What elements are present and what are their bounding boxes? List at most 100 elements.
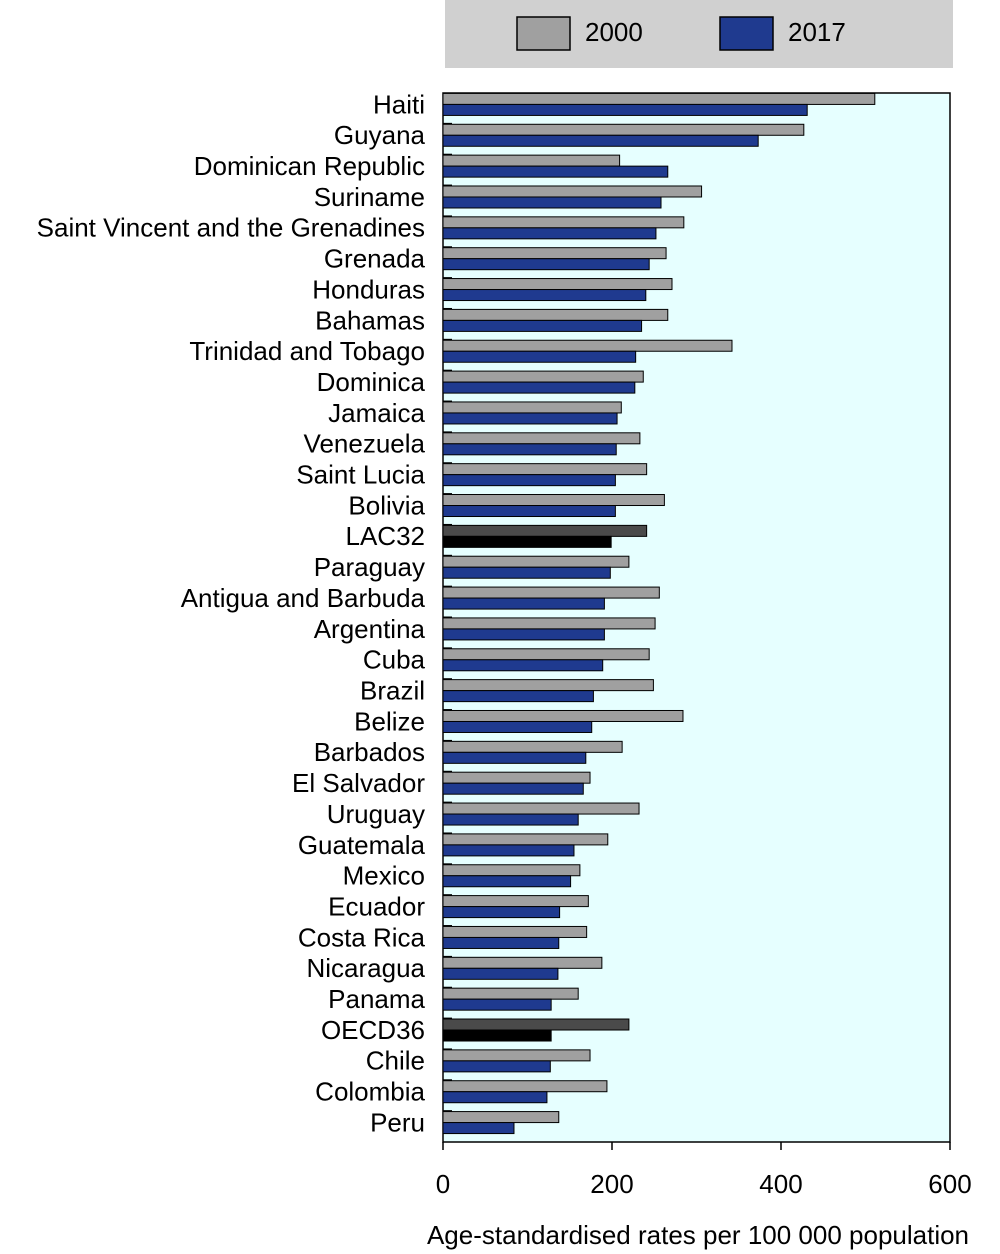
- bar: [442, 782, 584, 795]
- bar: [442, 659, 604, 672]
- legend-label: 2017: [788, 17, 846, 47]
- bar: [442, 123, 805, 136]
- bar: [442, 216, 685, 229]
- bar: [442, 401, 622, 414]
- y-tick-label: Chile: [366, 1046, 425, 1076]
- y-tick-label: Uruguay: [327, 799, 425, 829]
- bar: [442, 936, 560, 949]
- bar: [442, 833, 609, 846]
- bar: [442, 1029, 552, 1042]
- bar: [442, 1060, 551, 1073]
- legend-swatch: [516, 16, 571, 51]
- y-tick-label: Brazil: [360, 676, 425, 706]
- bar: [442, 906, 561, 919]
- y-tick-label: El Salvador: [292, 768, 425, 798]
- y-tick-label: LAC32: [346, 521, 426, 551]
- bar: [442, 751, 587, 764]
- y-tick-label: Guatemala: [298, 830, 426, 860]
- bar: [442, 154, 621, 167]
- bar: [442, 628, 605, 641]
- bar: [442, 443, 617, 456]
- bar: [442, 1049, 591, 1062]
- bar: [442, 474, 616, 487]
- bar: [442, 535, 612, 548]
- y-tick-label: Costa Rica: [298, 922, 426, 952]
- bar: [442, 432, 641, 445]
- bar: [442, 524, 648, 537]
- y-tick-label: Argentina: [314, 614, 426, 644]
- y-tick-label: Honduras: [312, 274, 425, 304]
- legend-swatch: [719, 16, 774, 51]
- y-tick-label: Dominica: [317, 367, 426, 397]
- bar: [442, 967, 559, 980]
- x-tick-label: 0: [436, 1169, 450, 1199]
- x-tick-label: 200: [590, 1169, 633, 1199]
- bar: [442, 350, 637, 363]
- y-tick-label: Suriname: [314, 182, 425, 212]
- x-tick-label: 400: [759, 1169, 802, 1199]
- bar: [442, 258, 650, 271]
- y-tick-label: Ecuador: [328, 891, 425, 921]
- bar: [442, 740, 623, 753]
- y-tick-label: Dominican Republic: [194, 151, 425, 181]
- bar: [442, 103, 808, 116]
- y-tick-label: Haiti: [373, 89, 425, 119]
- bar: [442, 956, 603, 969]
- bar: [442, 463, 648, 476]
- bar: [442, 196, 662, 209]
- x-axis-label: Age-standardised rates per 100 000 popul…: [427, 1220, 969, 1250]
- bar: [442, 586, 660, 599]
- y-tick-label: Colombia: [315, 1077, 425, 1107]
- bar: [442, 555, 630, 568]
- y-tick-label: Venezuela: [304, 429, 426, 459]
- y-tick-label: Guyana: [334, 120, 426, 150]
- y-tick-label: Cuba: [363, 645, 426, 675]
- bar: [442, 1122, 515, 1135]
- y-tick-label: Barbados: [314, 737, 425, 767]
- bar: [442, 648, 650, 661]
- bar: [442, 92, 876, 105]
- y-tick-label: Belize: [354, 706, 425, 736]
- bar: [442, 494, 665, 507]
- bar: [442, 998, 552, 1011]
- x-tick-label: 600: [928, 1169, 971, 1199]
- bar: [442, 864, 581, 877]
- bar: [442, 875, 572, 888]
- y-tick-label: Bahamas: [315, 305, 425, 335]
- bar: [442, 987, 579, 1000]
- y-tick-label: Grenada: [324, 244, 426, 274]
- bar: [442, 1091, 548, 1104]
- y-tick-label: Jamaica: [328, 398, 425, 428]
- bar: [442, 278, 673, 291]
- bar: [442, 895, 589, 908]
- y-tick-label: OECD36: [321, 1015, 425, 1045]
- y-tick-label: Peru: [370, 1107, 425, 1137]
- bar: [442, 227, 657, 240]
- y-tick-label: Saint Lucia: [296, 460, 425, 490]
- bar: [442, 505, 616, 518]
- bar: [442, 134, 759, 147]
- y-tick-label: Antigua and Barbuda: [181, 583, 426, 613]
- bar: [442, 381, 636, 394]
- bar: [442, 185, 703, 198]
- bar: [442, 1080, 608, 1093]
- bar: [442, 308, 669, 321]
- bar: [442, 339, 733, 352]
- y-tick-label: Bolivia: [348, 490, 425, 520]
- bar: [442, 1111, 560, 1124]
- bar: [442, 247, 667, 260]
- bar: [442, 925, 588, 938]
- bar: [442, 566, 611, 579]
- bar: [442, 802, 640, 815]
- y-tick-label: Nicaragua: [306, 953, 425, 983]
- bar: [442, 412, 618, 425]
- bar: [442, 1018, 630, 1031]
- bar: [442, 844, 575, 857]
- y-tick-label: Panama: [328, 984, 425, 1014]
- bar: [442, 690, 594, 703]
- bar: [442, 771, 591, 784]
- bar: [442, 813, 579, 826]
- bar: [442, 370, 644, 383]
- bar: [442, 597, 605, 610]
